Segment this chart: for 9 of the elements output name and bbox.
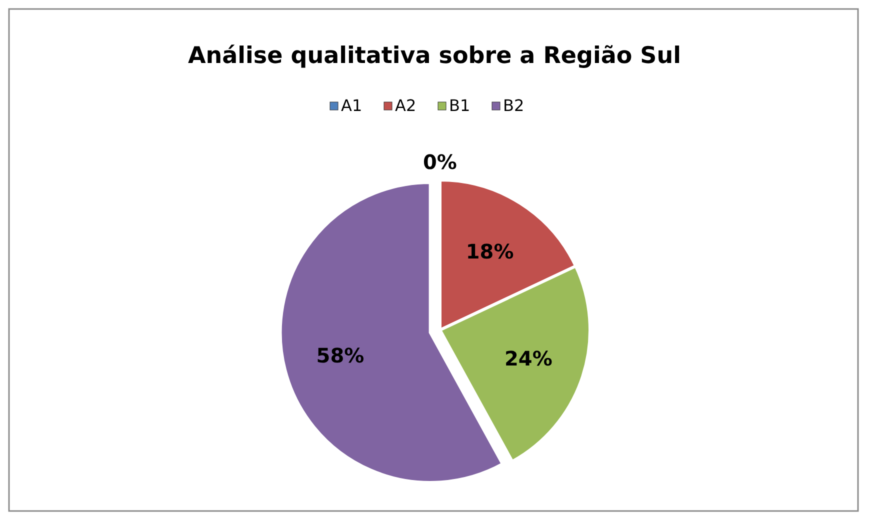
data-label: 18% [466,239,514,264]
data-label: 58% [316,344,364,368]
legend-label: A2 [395,96,416,115]
legend-label: B1 [449,96,470,115]
legend-label: A1 [341,96,362,115]
chart-title: Análise qualitativa sobre a Região Sul [188,43,682,69]
legend-label: B2 [503,96,524,115]
data-label: 24% [504,346,552,371]
text: 0% [423,150,457,174]
